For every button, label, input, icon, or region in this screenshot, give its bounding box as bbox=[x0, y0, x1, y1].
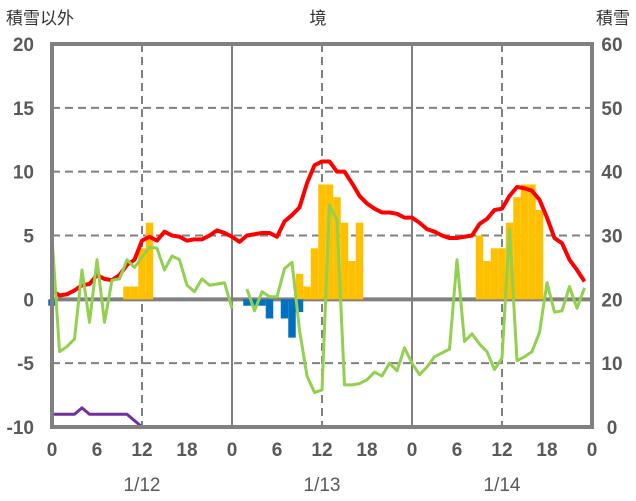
line-other bbox=[50, 236, 234, 354]
bar-increase bbox=[505, 222, 514, 300]
bar-increase bbox=[520, 184, 529, 300]
x-tick: 0 bbox=[47, 440, 58, 461]
bar-increase bbox=[145, 222, 154, 300]
bar-increase bbox=[498, 248, 506, 300]
y-left-tick: -5 bbox=[17, 354, 34, 375]
left-axis-title: 積雪以外 bbox=[6, 9, 74, 29]
bar-decrease bbox=[250, 299, 259, 306]
y-left-tick: 15 bbox=[13, 99, 35, 120]
bar-increase bbox=[483, 261, 491, 300]
bar-increase bbox=[303, 286, 311, 300]
bar-increase bbox=[123, 286, 131, 300]
y-left-tick: -10 bbox=[7, 418, 34, 439]
chart-title: 境 bbox=[310, 9, 327, 29]
bar-increase bbox=[138, 248, 146, 300]
bar-decrease bbox=[280, 299, 289, 319]
bar-decrease bbox=[265, 299, 274, 319]
x-tick: 6 bbox=[92, 440, 103, 461]
bar-increase bbox=[490, 248, 499, 300]
x-tick: 18 bbox=[536, 440, 557, 461]
bar-increase bbox=[295, 273, 304, 300]
y-left-tick: 20 bbox=[13, 35, 34, 56]
x-tick: 12 bbox=[131, 440, 152, 461]
y-right-tick: 0 bbox=[607, 418, 618, 439]
y-right-tick: 50 bbox=[601, 99, 622, 120]
bar-increase bbox=[475, 235, 484, 300]
bar-increase bbox=[348, 261, 356, 300]
bar-increase bbox=[535, 209, 544, 300]
y-right-tick: 10 bbox=[601, 354, 622, 375]
x-tick: 12 bbox=[491, 440, 512, 461]
x-tick: 6 bbox=[272, 440, 283, 461]
bar-decrease bbox=[258, 299, 266, 306]
date-label: 1/13 bbox=[304, 475, 341, 496]
y-left-tick: 5 bbox=[23, 227, 34, 248]
y-left-tick: 10 bbox=[13, 163, 34, 184]
bar-increase bbox=[355, 222, 364, 300]
date-label: 1/12 bbox=[124, 475, 161, 496]
x-tick: 6 bbox=[452, 440, 463, 461]
plot-border bbox=[50, 42, 594, 429]
x-tick: 0 bbox=[227, 440, 238, 461]
bar-increase bbox=[528, 184, 536, 300]
plot-frame bbox=[50, 42, 594, 429]
x-tick: 0 bbox=[587, 440, 598, 461]
y-right-tick: 20 bbox=[601, 290, 622, 311]
bar-increase bbox=[318, 184, 326, 300]
line-other bbox=[245, 203, 586, 395]
right-axis-title: 積雪 bbox=[596, 9, 630, 29]
y-right-tick: 60 bbox=[601, 35, 622, 56]
x-tick: 18 bbox=[356, 440, 377, 461]
x-tick: 12 bbox=[311, 440, 332, 461]
bar-increase bbox=[130, 286, 139, 300]
bar-decrease bbox=[288, 299, 296, 338]
bar-decrease bbox=[243, 299, 251, 306]
x-tick: 0 bbox=[407, 440, 418, 461]
y-right-tick: 40 bbox=[601, 163, 622, 184]
bar-decrease bbox=[295, 299, 304, 313]
bar-increase bbox=[340, 222, 349, 300]
line-temperature bbox=[50, 159, 587, 298]
bar-increase bbox=[513, 197, 521, 300]
bars bbox=[48, 184, 544, 338]
y-left-tick: 0 bbox=[23, 290, 34, 311]
bar-increase bbox=[310, 248, 319, 300]
y-right-tick: 30 bbox=[601, 227, 622, 248]
date-label: 1/14 bbox=[484, 475, 521, 496]
x-tick: 18 bbox=[176, 440, 197, 461]
